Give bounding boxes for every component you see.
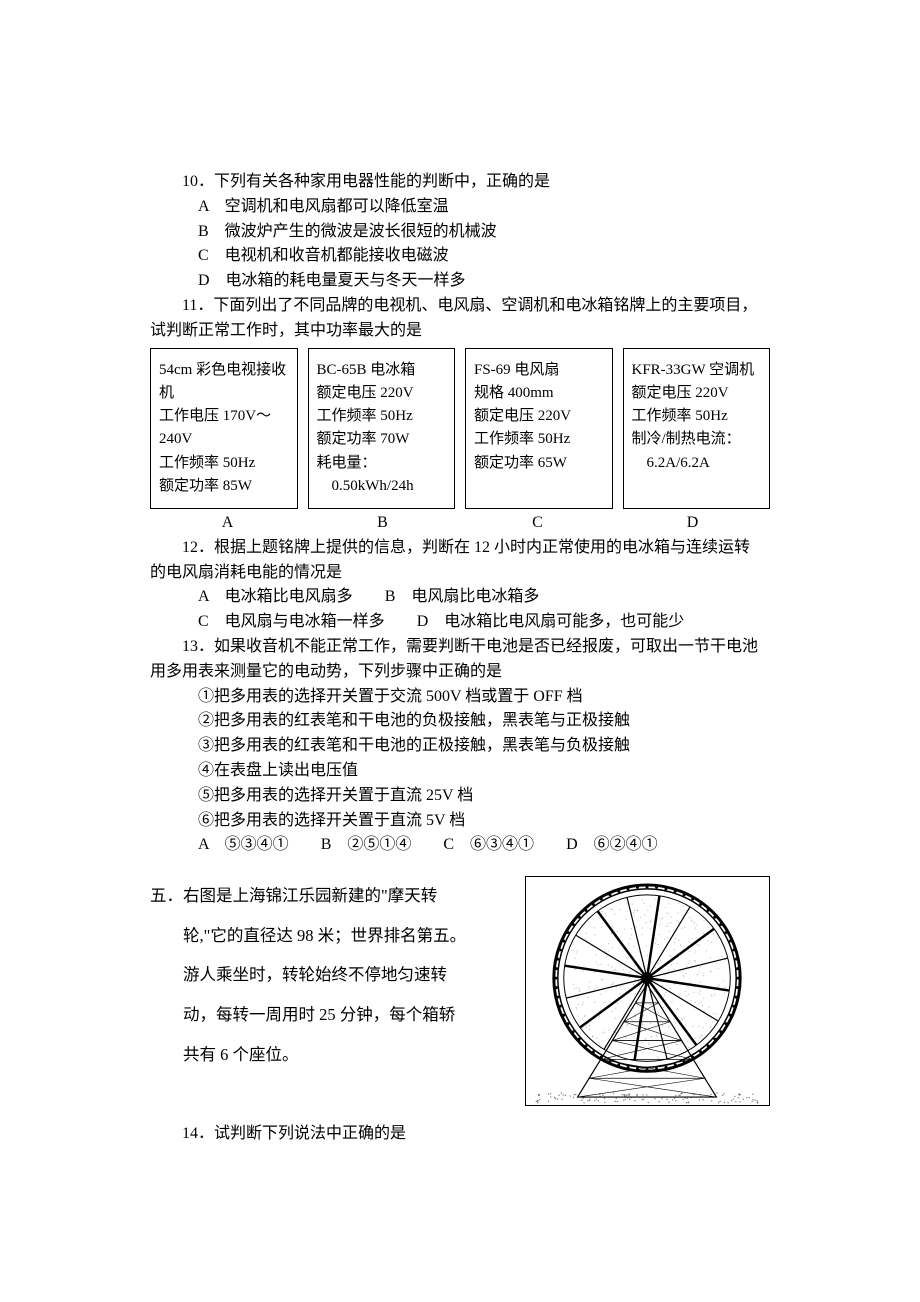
card-line: 工作电压 170V～240V xyxy=(159,405,289,452)
card-line: 工作频率 50Hz xyxy=(159,452,289,475)
q10-D: D 电冰箱的耗电量夏天与冬天一样多 xyxy=(150,269,770,294)
card-line: 额定功率 85W xyxy=(159,475,289,498)
card-line: 额定功率 65W xyxy=(474,452,604,475)
q11-card-D: KFR‐33GW 空调机额定电压 220V工作频率 50Hz制冷/制热电流： 6… xyxy=(623,348,771,510)
q10-A: A 空调机和电风扇都可以降低室温 xyxy=(150,195,770,220)
card-line: 工作频率 50Hz xyxy=(632,405,762,428)
card-line: KFR‐33GW 空调机 xyxy=(632,359,762,382)
q12-A: A 电冰箱比电风扇多 xyxy=(198,585,353,610)
card-line: 额定电压 220V xyxy=(632,382,762,405)
q12-AB: A 电冰箱比电风扇多 B 电风扇比电冰箱多 xyxy=(150,585,770,610)
ferris-wheel-svg xyxy=(526,877,769,1105)
card-line: 耗电量： xyxy=(317,452,447,475)
card-line: 54cm 彩色电视接收机 xyxy=(159,359,289,406)
q12-C: C 电风扇与电冰箱一样多 xyxy=(198,610,385,635)
q11-label-B: B xyxy=(305,511,460,536)
card-line: BC‐65B 电冰箱 xyxy=(317,359,447,382)
q11-labels: A B C D xyxy=(150,511,770,536)
sec5-heading: 五． xyxy=(150,886,183,905)
q10-stem: 10．下列有关各种家用电器性能的判断中，正确的是 xyxy=(150,170,770,195)
sec5-t1: 右图是上海锦江乐园新建的"摩天转 xyxy=(183,886,437,905)
q10-C: C 电视机和收音机都能接收电磁波 xyxy=(150,244,770,269)
card-line: 额定电压 220V xyxy=(474,405,604,428)
q13-stem-l2: 用多用表来测量它的电动势，下列步骤中正确的是 xyxy=(150,660,770,685)
section-5: 五．右图是上海锦江乐园新建的"摩天转 轮,"它的直径达 98 米；世界排名第五。… xyxy=(150,876,770,1106)
q13-s2: ②把多用表的红表笔和干电池的负极接触，黑表笔与正极接触 xyxy=(150,709,770,734)
q11-label-A: A xyxy=(150,511,305,536)
q13-s5: ⑤把多用表的选择开关置于直流 25V 档 xyxy=(150,784,770,809)
q11-card-C: FS‐69 电风扇规格 400mm额定电压 220V工作频率 50Hz额定功率 … xyxy=(465,348,613,510)
card-line: 制冷/制热电流： xyxy=(632,428,762,451)
q13-s6: ⑥把多用表的选择开关置于直流 5V 档 xyxy=(150,809,770,834)
q13-A: A ⑤③④① xyxy=(198,833,289,858)
card-line: 规格 400mm xyxy=(474,382,604,405)
card-line: 工作频率 50Hz xyxy=(317,405,447,428)
section-5-text: 五．右图是上海锦江乐园新建的"摩天转 轮,"它的直径达 98 米；世界排名第五。… xyxy=(150,876,513,1074)
q12-B: B 电风扇比电冰箱多 xyxy=(385,585,540,610)
q13-ABCD: A ⑤③④① B ②⑤①④ C ⑥③④① D ⑥②④① xyxy=(150,833,770,858)
card-line: FS‐69 电风扇 xyxy=(474,359,604,382)
card-line: 工作频率 50Hz xyxy=(474,428,604,451)
q11-stem-l1: 11．下面列出了不同品牌的电视机、电风扇、空调机和电冰箱铭牌上的主要项目， xyxy=(150,294,770,319)
q11-stem-l2: 试判断正常工作时，其中功率最大的是 xyxy=(150,319,770,344)
sec5-t4: 动，每转一周用时 25 分钟，每个箱轿 xyxy=(150,1005,455,1024)
q13-stem-l1: 13．如果收音机不能正常工作，需要判断干电池是否已经报废，可取出一节干电池 xyxy=(150,635,770,660)
q12-stem-l2: 的电风扇消耗电能的情况是 xyxy=(150,561,770,586)
q14-stem: 14．试判断下列说法中正确的是 xyxy=(150,1122,770,1147)
q10-B: B 微波炉产生的微波是波长很短的机械波 xyxy=(150,220,770,245)
card-line: 额定电压 220V xyxy=(317,382,447,405)
sec5-t2: 轮,"它的直径达 98 米；世界排名第五。 xyxy=(150,926,466,945)
card-line: 6.2A/6.2A xyxy=(632,452,762,475)
q13-C: C ⑥③④① xyxy=(443,833,534,858)
q11-cards: 54cm 彩色电视接收机工作电压 170V～240V工作频率 50Hz额定功率 … xyxy=(150,348,770,510)
q12-stem-l1: 12．根据上题铭牌上提供的信息，判断在 12 小时内正常使用的电冰箱与连续运转 xyxy=(150,536,770,561)
q11-label-D: D xyxy=(615,511,770,536)
q13-B: B ②⑤①④ xyxy=(321,833,412,858)
sec5-t5: 共有 6 个座位。 xyxy=(150,1045,299,1064)
q11-label-C: C xyxy=(460,511,615,536)
ferris-wheel-figure xyxy=(525,876,770,1106)
q11-card-B: BC‐65B 电冰箱额定电压 220V工作频率 50Hz额定功率 70W耗电量：… xyxy=(308,348,456,510)
q12-CD: C 电风扇与电冰箱一样多 D 电冰箱比电风扇可能多，也可能少 xyxy=(150,610,770,635)
card-line: 额定功率 70W xyxy=(317,428,447,451)
q13-s3: ③把多用表的红表笔和干电池的正极接触，黑表笔与负极接触 xyxy=(150,734,770,759)
q12-D: D 电冰箱比电风扇可能多，也可能少 xyxy=(417,610,685,635)
q13-D: D ⑥②④① xyxy=(566,833,658,858)
q13-s1: ①把多用表的选择开关置于交流 500V 档或置于 OFF 档 xyxy=(150,685,770,710)
sec5-t3: 游人乘坐时，转轮始终不停地匀速转 xyxy=(150,965,447,984)
q13-s4: ④在表盘上读出电压值 xyxy=(150,759,770,784)
q11-card-A: 54cm 彩色电视接收机工作电压 170V～240V工作频率 50Hz额定功率 … xyxy=(150,348,298,510)
card-line: 0.50kWh/24h xyxy=(317,475,447,498)
